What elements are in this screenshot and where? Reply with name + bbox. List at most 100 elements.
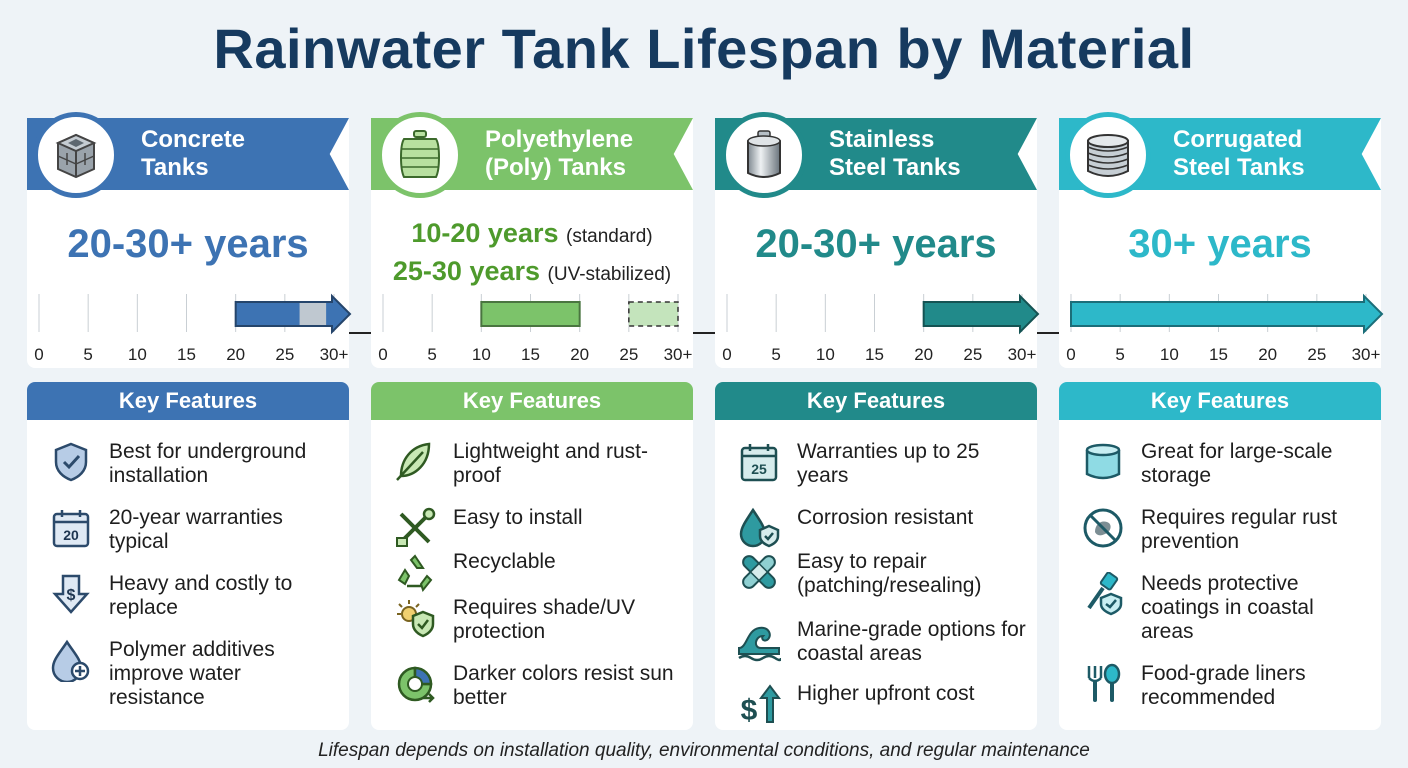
axis-tick-label: 30+ (320, 345, 349, 364)
recycle-icon (397, 554, 433, 593)
paint-brush-shield-icon (1087, 572, 1123, 616)
feature-text: Recyclable (453, 550, 556, 573)
key-features-card: Key Features Great for large-scale stora… (1059, 382, 1381, 730)
feature-text: Great for large-scale storage (1141, 440, 1333, 487)
axis-tick-label: 25 (1307, 345, 1326, 364)
no-rust-icon (1083, 508, 1123, 548)
timeline-axis (30, 332, 1380, 334)
key-features-heading: Key Features (715, 382, 1037, 420)
concrete-block-icon (33, 112, 119, 198)
lifespan-timeline: 0 5 10 15 20 25 30+ (1066, 293, 1384, 364)
feature-text: Requires shade/UV protection (453, 596, 636, 643)
svg-text:20: 20 (63, 527, 79, 543)
feature-text: Marine-grade options for coastal areas (797, 618, 1026, 665)
lifespan-values: 10-20 years (standard) 25-30 years (UV-s… (371, 216, 693, 292)
material-name-line1: Corrugated (1173, 126, 1303, 153)
key-features-card: Key Features Lightweight and rust-proof … (371, 382, 693, 730)
axis-tick-label: 25 (963, 345, 982, 364)
column-polyethylene: Polyethylene (Poly) Tanks 10-20 years (s… (371, 112, 693, 730)
column-stainless-steel: Stainless Steel Tanks 20-30+ years 0 5 10 1… (715, 112, 1040, 730)
feature-text: Darker colors resist sun better (453, 662, 674, 709)
axis-tick-label: 15 (521, 345, 540, 364)
axis-tick-label: 0 (34, 345, 43, 364)
axis-tick-label: 0 (378, 345, 387, 364)
axis-tick-label: 10 (816, 345, 835, 364)
axis-tick-label: 30+ (664, 345, 693, 364)
axis-tick-label: 5 (83, 345, 92, 364)
axis-tick-label: 15 (865, 345, 884, 364)
lifespan-note: (standard) (566, 226, 653, 247)
feature-text: Lightweight and rust-proof (453, 440, 648, 487)
axis-tick-label: 30+ (1352, 345, 1381, 364)
axis-tick-label: 20 (914, 345, 933, 364)
wave-icon (738, 626, 781, 662)
material-name-line2: (Poly) Tanks (485, 154, 626, 181)
axis-tick-label: 25 (275, 345, 294, 364)
fork-spoon-icon (1087, 663, 1121, 702)
page-title: Rainwater Tank Lifespan by Material (213, 17, 1195, 80)
feature-text: 20-year warranties typical (109, 506, 283, 553)
axis-tick-label: 0 (1066, 345, 1075, 364)
axis-tick-label: 0 (722, 345, 731, 364)
axis-tick-label: 5 (771, 345, 780, 364)
feature-text: Warranties up to 25 years (797, 440, 980, 487)
axis-tick-label: 25 (619, 345, 638, 364)
feature-text: Polymer additives improve water resistan… (109, 638, 275, 709)
axis-tick-label: 5 (427, 345, 436, 364)
key-features-card: Key Features Best for underground instal… (27, 382, 349, 730)
column-corrugated-steel: Corrugated Steel Tanks 30+ years 0 5 10 15 2… (1059, 112, 1384, 730)
lifespan-value: 30+ years (1128, 222, 1312, 266)
column-concrete: Concrete Tanks 20-30+ years 0 5 10 15 20 25 30… (27, 112, 352, 730)
axis-tick-label: 20 (1258, 345, 1277, 364)
axis-tick-label: 10 (472, 345, 491, 364)
svg-text:$: $ (741, 694, 758, 726)
corrugated-tank-icon (1065, 112, 1151, 198)
feature-text: Requires regular rust prevention (1141, 506, 1338, 553)
steel-tank-icon (721, 112, 807, 198)
axis-tick-label: 20 (570, 345, 589, 364)
axis-tick-label: 15 (1209, 345, 1228, 364)
lifespan-timeline: 0 5 10 15 20 25 30+ (34, 293, 352, 364)
lifespan-value: 25-30 years (392, 256, 541, 286)
down-arrow-dollar-icon: $ (52, 574, 90, 614)
svg-text:$: $ (67, 587, 76, 604)
material-name-line1: Stainless (829, 126, 935, 153)
lifespan-timeline: 0 5 10 15 20 25 30+ (378, 294, 693, 364)
feature-text: Corrosion resistant (797, 506, 974, 529)
feature-text: Best for underground installation (109, 440, 307, 487)
shield-check-icon (54, 442, 88, 482)
lifespan-bar-arrow (922, 293, 1040, 335)
lifespan-value: 20-30+ years (67, 222, 309, 266)
lifespan-bar-arrow (234, 293, 352, 335)
feather-icon (396, 442, 431, 481)
key-features-heading: Key Features (27, 382, 349, 420)
poly-tank-icon (377, 112, 463, 198)
footer-note: Lifespan depends on installation quality… (318, 740, 1090, 761)
lifespan-bar-uv-stabilized (628, 301, 679, 327)
calendar-25-icon: 25 (740, 444, 778, 482)
axis-tick-label: 10 (1160, 345, 1179, 364)
lifespan-bar-standard (480, 301, 581, 327)
feature-text: Heavy and costly to replace (109, 572, 293, 619)
svg-text:25: 25 (751, 461, 767, 477)
lifespan-bar-extension (299, 303, 327, 325)
feature-text: Higher upfront cost (797, 682, 975, 705)
dollar-up-icon: $ (741, 684, 781, 726)
material-name-line2: Steel Tanks (829, 154, 961, 181)
axis-tick-label: 15 (177, 345, 196, 364)
material-name-line2: Steel Tanks (1173, 154, 1305, 181)
calendar-20-icon: 20 (52, 510, 90, 548)
lifespan-value: 20-30+ years (755, 222, 997, 266)
lifespan-card: Stainless Steel Tanks 20-30+ years (715, 112, 1037, 368)
water-drop-plus-icon (51, 639, 90, 682)
axis-tick-label: 20 (226, 345, 245, 364)
sun-shield-icon (397, 600, 435, 638)
feature-text: Easy to repair (patching/resealing) (797, 550, 982, 597)
lifespan-row: 10-20 years (standard) (371, 216, 693, 254)
material-name-line2: Tanks (141, 154, 209, 181)
axis-tick-label: 10 (128, 345, 147, 364)
lifespan-timeline: 0 5 10 15 20 25 30+ (722, 293, 1040, 364)
key-features-card: Key Features 25 Warranties up to 25 year… (715, 382, 1037, 730)
feature-text: Needs protective coatings in coastal are… (1141, 572, 1314, 643)
material-name-line1: Polyethylene (485, 126, 634, 153)
